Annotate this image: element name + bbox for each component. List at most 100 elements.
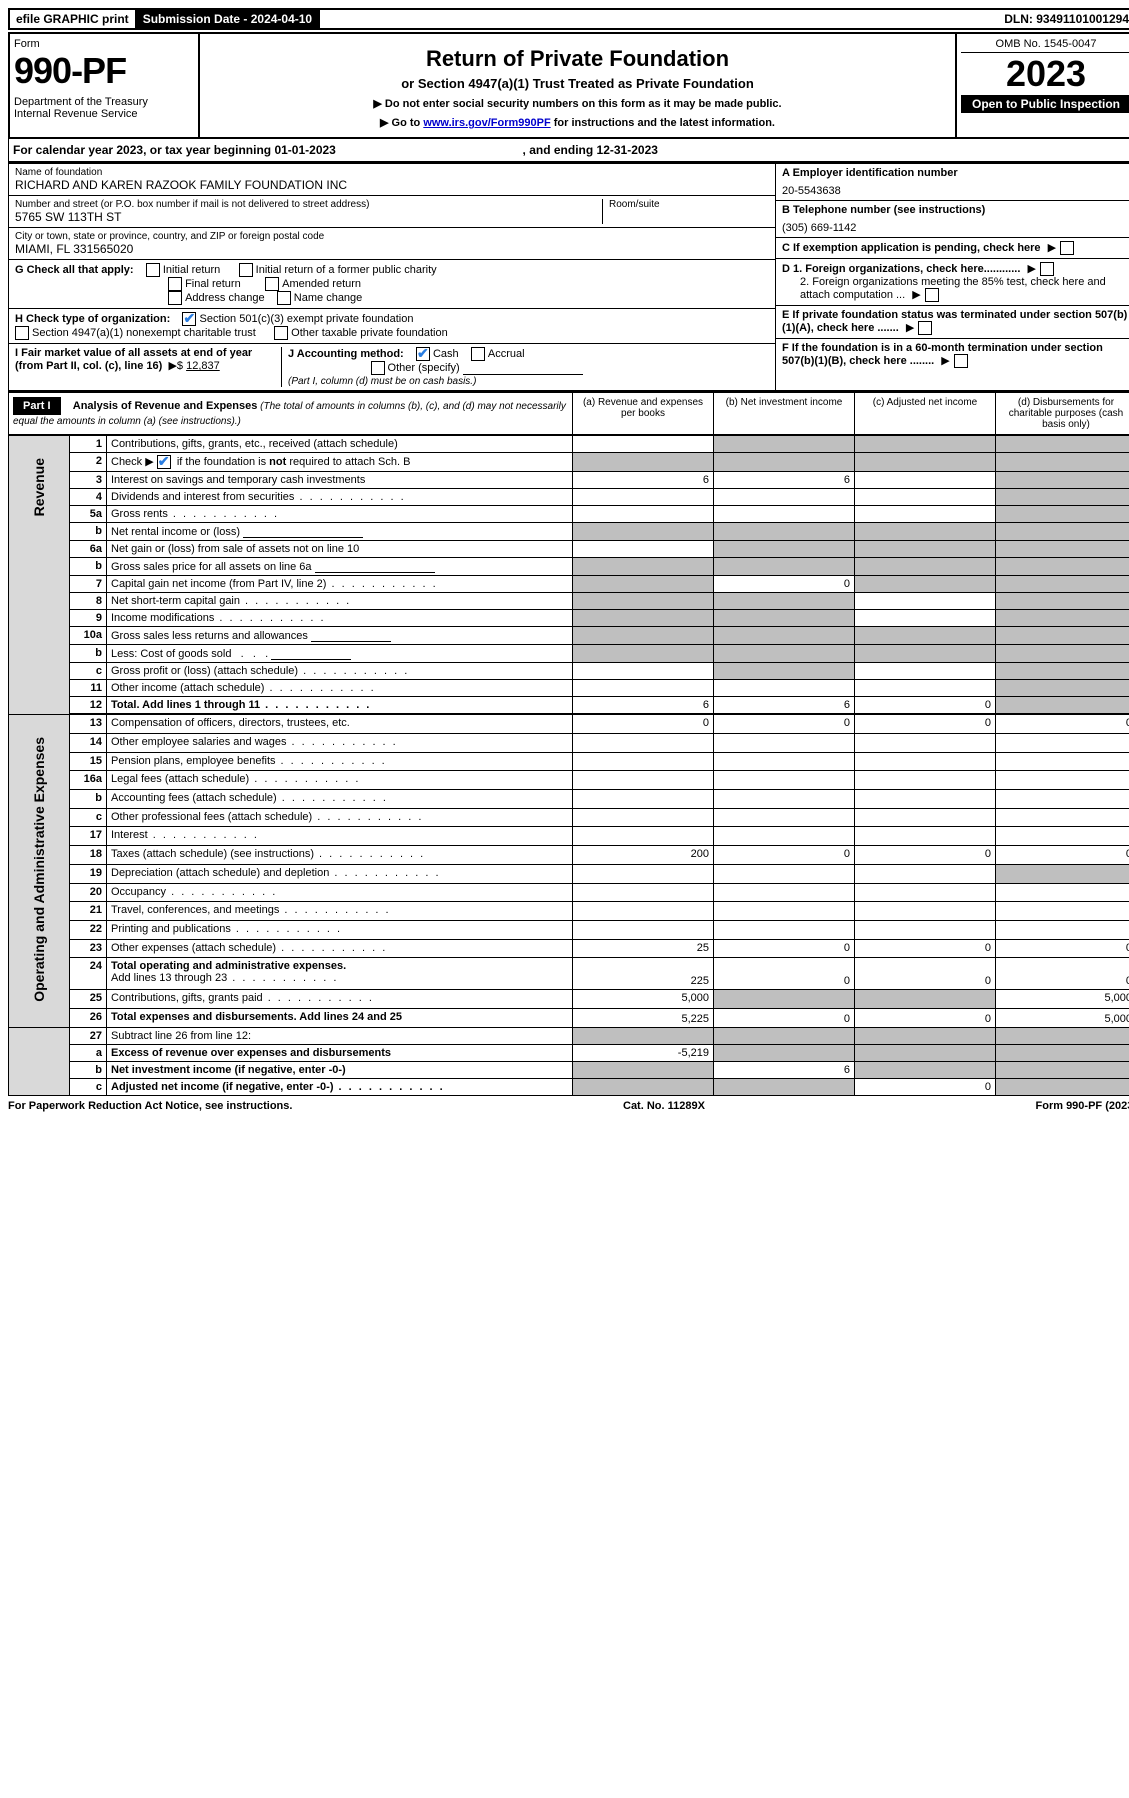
r18-d: 0 <box>996 846 1129 865</box>
h-other-checkbox[interactable] <box>274 326 288 340</box>
table-row: bGross sales price for all assets on lin… <box>9 558 1129 576</box>
schb-checkbox[interactable] <box>157 455 171 469</box>
row-1-label: Contributions, gifts, grants, etc., rece… <box>107 436 573 453</box>
r1-a <box>573 436 714 453</box>
e-checkbox[interactable] <box>918 321 932 335</box>
d2-checkbox[interactable] <box>925 288 939 302</box>
g-label: G Check all that apply: <box>15 264 134 276</box>
table-row: 22Printing and publications <box>9 921 1129 940</box>
r3-b: 6 <box>714 472 855 489</box>
row-16a-label: Legal fees (attach schedule) <box>107 771 573 790</box>
city-cell: City or town, state or province, country… <box>9 228 775 260</box>
cal-mid: , and ending <box>523 143 597 157</box>
f-checkbox[interactable] <box>954 354 968 368</box>
table-row: 9Income modifications <box>9 610 1129 627</box>
f-cell: F If the foundation is in a 60-month ter… <box>776 339 1129 371</box>
c-checkbox[interactable] <box>1060 241 1074 255</box>
r18-a: 200 <box>573 846 714 865</box>
table-row: 10aGross sales less returns and allowanc… <box>9 627 1129 645</box>
g-amended-checkbox[interactable] <box>265 277 279 291</box>
g-initial-return-checkbox[interactable] <box>146 263 160 277</box>
row-8-label: Net short-term capital gain <box>107 593 573 610</box>
addr-cell: Number and street (or P.O. box number if… <box>9 196 775 228</box>
r24-c: 0 <box>855 958 996 990</box>
table-row: 16aLegal fees (attach schedule) <box>9 771 1129 790</box>
efile-cell[interactable]: efile GRAPHIC print <box>10 10 137 28</box>
g-initial-former-checkbox[interactable] <box>239 263 253 277</box>
h-4947-checkbox[interactable] <box>15 326 29 340</box>
g-name-change-checkbox[interactable] <box>277 291 291 305</box>
row-26-label: Total expenses and disbursements. Add li… <box>107 1009 573 1028</box>
footer-right: Form 990-PF (2023) <box>1036 1100 1129 1112</box>
g-o6: Name change <box>294 292 363 304</box>
j-accrual: Accrual <box>488 348 525 360</box>
r24-a: 225 <box>573 958 714 990</box>
note-1: ▶ Do not enter social security numbers o… <box>208 97 947 110</box>
instructions-link[interactable]: www.irs.gov/Form990PF <box>423 117 550 129</box>
table-row: 4Dividends and interest from securities <box>9 489 1129 506</box>
name-cell: Name of foundation RICHARD AND KAREN RAZ… <box>9 164 775 196</box>
note2-pre: ▶ Go to <box>380 117 423 129</box>
note-2: ▶ Go to www.irs.gov/Form990PF for instru… <box>208 116 947 129</box>
row-16b-label: Accounting fees (attach schedule) <box>107 789 573 808</box>
table-row: 14Other employee salaries and wages <box>9 733 1129 752</box>
r25-d: 5,000 <box>996 990 1129 1009</box>
row-5a-label: Gross rents <box>107 506 573 523</box>
revenue-side-label: Revenue <box>9 436 70 715</box>
g-section: G Check all that apply: Initial return I… <box>9 260 775 309</box>
table-row: 8Net short-term capital gain <box>9 593 1129 610</box>
row-15-label: Pension plans, employee benefits <box>107 752 573 771</box>
r13-c: 0 <box>855 715 996 734</box>
j-other-checkbox[interactable] <box>371 361 385 375</box>
j-other-blank <box>463 362 583 375</box>
i-arrow: ▶$ <box>168 360 183 372</box>
c-cell: C If exemption application is pending, c… <box>776 238 1129 259</box>
city-label: City or town, state or province, country… <box>15 231 769 242</box>
table-row: 15Pension plans, employee benefits <box>9 752 1129 771</box>
open-to-public: Open to Public Inspection <box>961 95 1129 113</box>
form-number: 990-PF <box>14 50 194 92</box>
r26-c: 0 <box>855 1009 996 1028</box>
r23-a: 25 <box>573 939 714 958</box>
row-25-label: Contributions, gifts, grants paid <box>107 990 573 1009</box>
table-row: 24Total operating and administrative exp… <box>9 958 1129 990</box>
r13-a: 0 <box>573 715 714 734</box>
table-row: bLess: Cost of goods sold . . . <box>9 645 1129 663</box>
arrow-icon: ▶ <box>1027 262 1035 275</box>
h-501c3-checkbox[interactable] <box>182 312 196 326</box>
r12-a: 6 <box>573 697 714 714</box>
row-7-label: Capital gain net income (from Part IV, l… <box>107 576 573 593</box>
d1-checkbox[interactable] <box>1040 262 1054 276</box>
calendar-year-line: For calendar year 2023, or tax year begi… <box>8 139 1129 162</box>
table-row: 18Taxes (attach schedule) (see instructi… <box>9 846 1129 865</box>
g-address-change-checkbox[interactable] <box>168 291 182 305</box>
row-27b-label: Net investment income (if negative, ente… <box>107 1061 573 1078</box>
form-header: Form 990-PF Department of the Treasury I… <box>8 32 1129 139</box>
addr-label: Number and street (or P.O. box number if… <box>15 199 602 210</box>
j-label: J Accounting method: <box>288 348 404 360</box>
table-row: cGross profit or (loss) (attach schedule… <box>9 663 1129 680</box>
r12-b: 6 <box>714 697 855 714</box>
note2-post: for instructions and the latest informat… <box>551 117 775 129</box>
part1-header: Part I Analysis of Revenue and Expenses … <box>8 391 1129 435</box>
j-cash: Cash <box>433 348 459 360</box>
col-c-header: (c) Adjusted net income <box>854 393 995 434</box>
arrow-icon: ▶ <box>941 354 949 367</box>
j-accrual-checkbox[interactable] <box>471 347 485 361</box>
g-final-return-checkbox[interactable] <box>168 277 182 291</box>
table-row: 20Occupancy <box>9 883 1129 902</box>
table-row: cOther professional fees (attach schedul… <box>9 808 1129 827</box>
part1-title: Analysis of Revenue and Expenses <box>73 400 258 412</box>
table-row: 21Travel, conferences, and meetings <box>9 902 1129 921</box>
dln-cell: DLN: 93491101001294 <box>998 10 1129 28</box>
table-row: 19Depreciation (attach schedule) and dep… <box>9 864 1129 883</box>
j-cash-checkbox[interactable] <box>416 347 430 361</box>
dln-value: 93491101001294 <box>1036 12 1129 26</box>
col-a-header: (a) Revenue and expenses per books <box>572 393 713 434</box>
table-row: Operating and Administrative Expenses 13… <box>9 715 1129 734</box>
header-right: OMB No. 1545-0047 2023 Open to Public In… <box>955 34 1129 137</box>
r12-c: 0 <box>855 697 996 714</box>
h-o3: Other taxable private foundation <box>291 327 448 339</box>
dept-line-1: Department of the Treasury <box>14 96 194 108</box>
table-row: Revenue 1 Contributions, gifts, grants, … <box>9 436 1129 453</box>
